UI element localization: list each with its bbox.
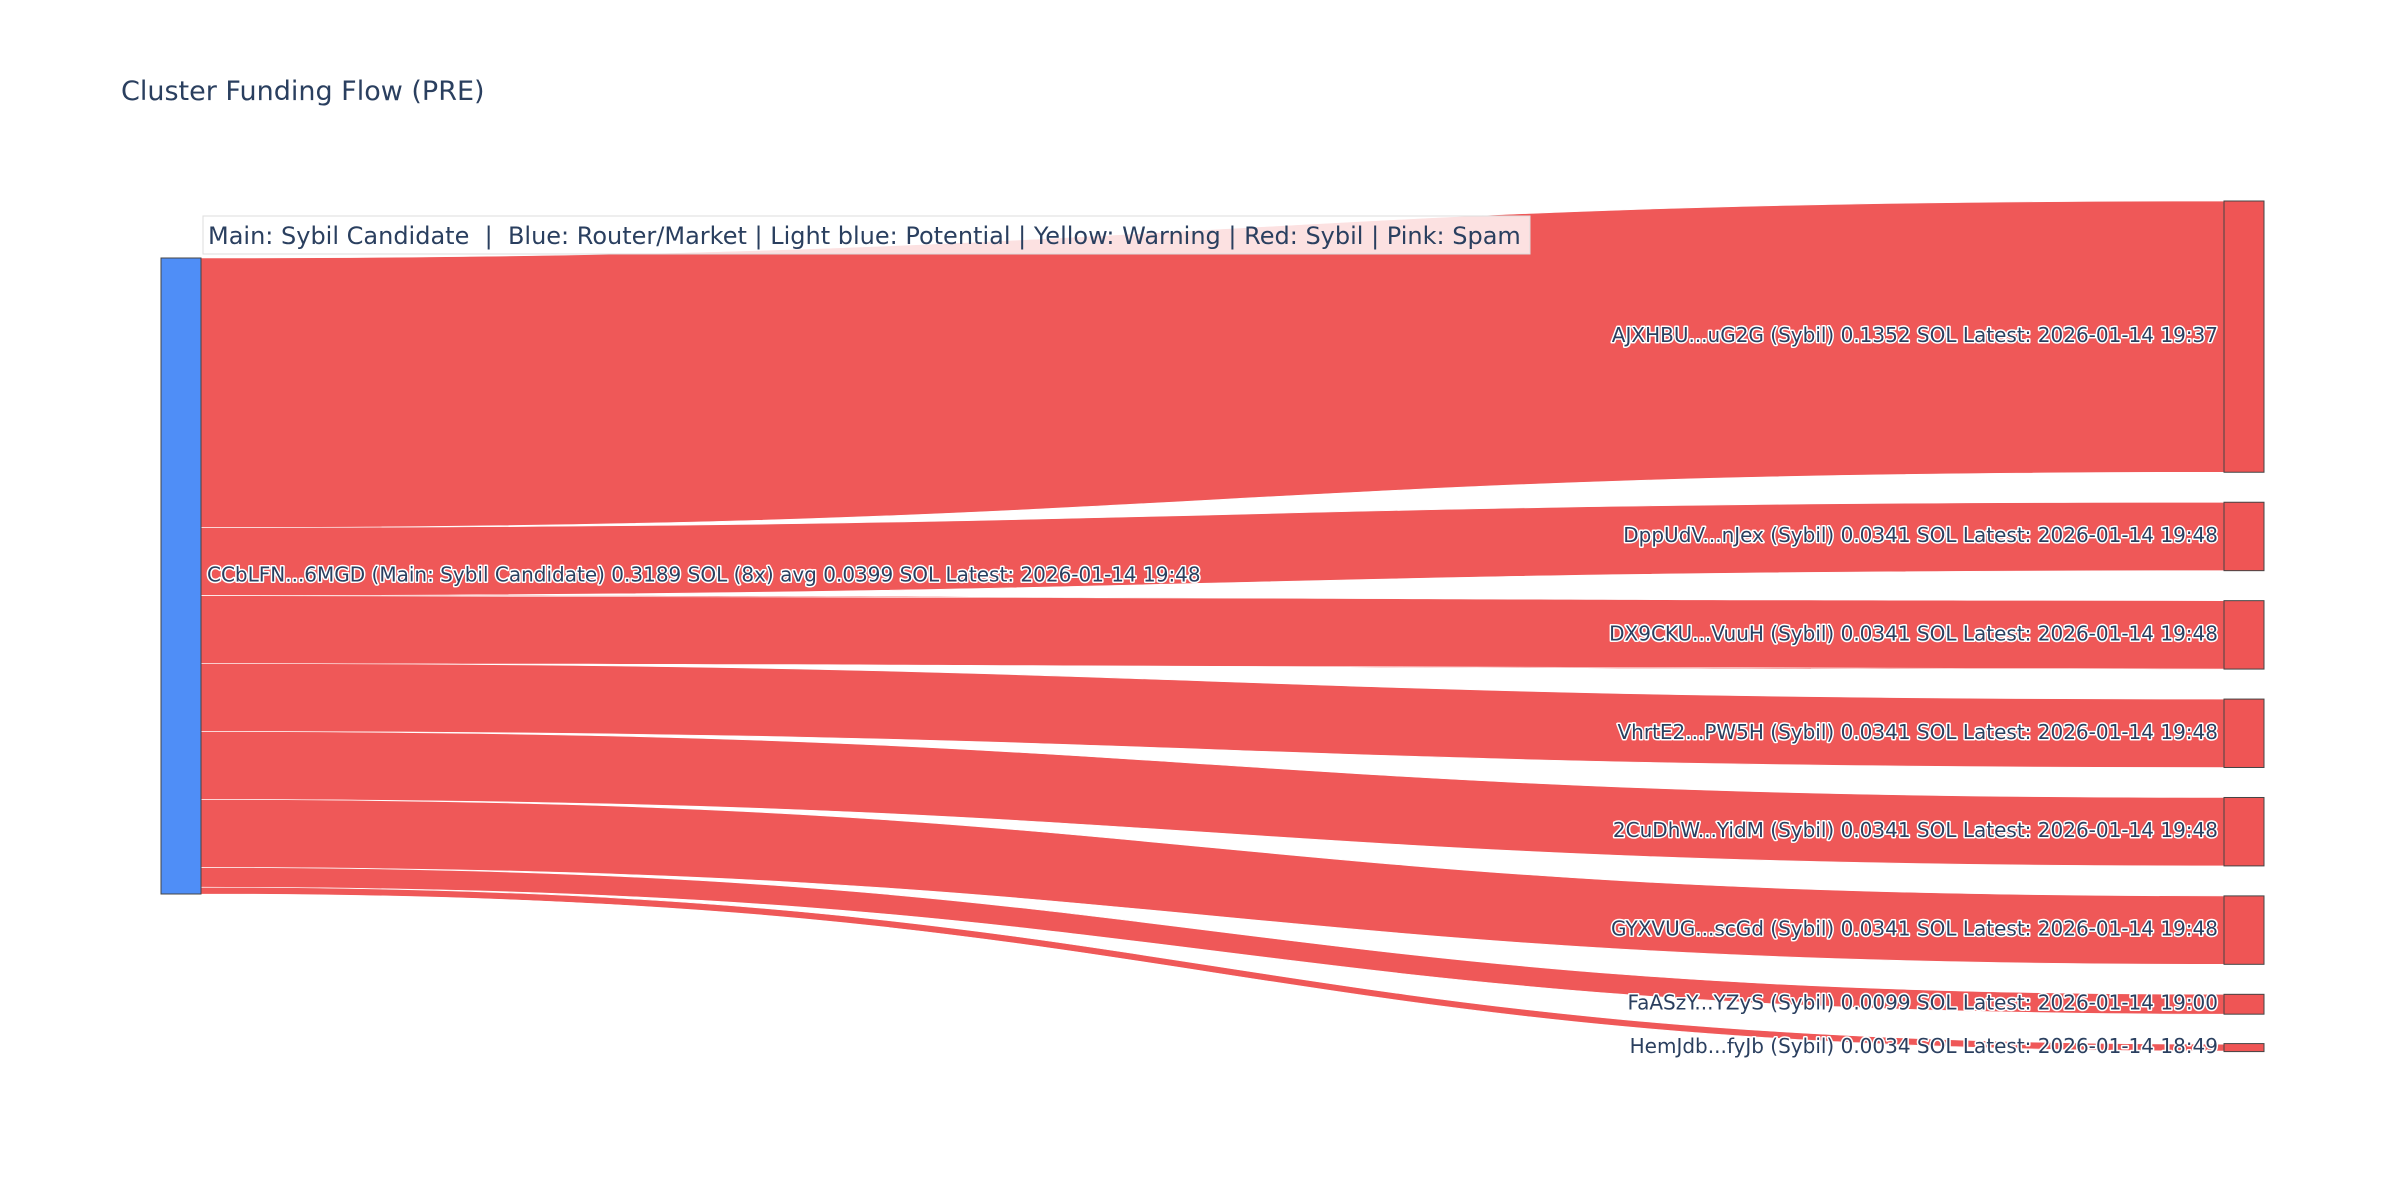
target-node-label-5: 2CuDhW...YidM (Sybil) 0.0341 SOL Latest:… [1613, 818, 2218, 842]
target-node-label-7: FaASzY...YZyS (Sybil) 0.0099 SOL Latest:… [1627, 991, 2218, 1015]
legend-note-box [202, 215, 1531, 255]
target-node-1[interactable] [2223, 200, 2265, 473]
target-node-7[interactable] [2223, 993, 2265, 1015]
target-node-6[interactable] [2223, 895, 2265, 965]
target-node-label-4: VhrtE2...PW5H (Sybil) 0.0341 SOL Latest:… [1617, 720, 2218, 744]
target-node-label-6: GYXVUG...scGd (Sybil) 0.0341 SOL Latest:… [1611, 917, 2218, 941]
node-labels: CCbLFN...6MGD (Main: Sybil Candidate) 0.… [206, 322, 2220, 1060]
target-node-5[interactable] [2223, 796, 2265, 867]
source-node[interactable] [160, 257, 202, 895]
chart-title: Cluster Funding Flow (PRE) [121, 76, 485, 107]
source-node-label: CCbLFN...6MGD (Main: Sybil Candidate) 0.… [207, 563, 1201, 587]
flow-nodes [160, 200, 2265, 1053]
target-node-4[interactable] [2223, 698, 2265, 768]
target-node-2[interactable] [2223, 501, 2265, 572]
target-node-8[interactable] [2223, 1043, 2265, 1053]
target-node-label-1: AJXHBU...uG2G (Sybil) 0.1352 SOL Latest:… [1612, 323, 2218, 347]
target-node-label-8: HemJdb...fyJb (Sybil) 0.0034 SOL Latest:… [1630, 1034, 2218, 1058]
legend-note: Main: Sybil Candidate | Blue: Router/Mar… [208, 222, 1521, 250]
target-node-label-2: DppUdV...nJex (Sybil) 0.0341 SOL Latest:… [1623, 523, 2218, 547]
target-node-label-3: DX9CKU...VuuH (Sybil) 0.0341 SOL Latest:… [1609, 621, 2218, 645]
flow-links [200, 200, 2225, 1052]
target-node-3[interactable] [2223, 600, 2265, 670]
